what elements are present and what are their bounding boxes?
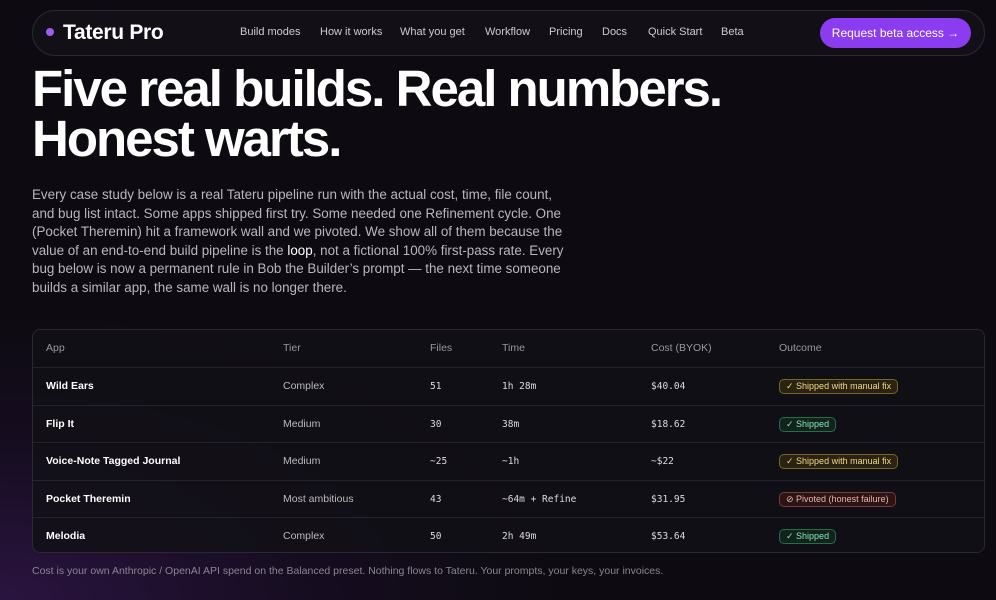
table-cell: Medium bbox=[283, 417, 321, 430]
nav-link[interactable]: How it works bbox=[320, 26, 383, 38]
nav-link[interactable]: Docs bbox=[602, 26, 628, 38]
table-row: Pocket Theremin Most ambitious 43 ~64m + Re… bbox=[33, 479, 984, 518]
table-cell: Medium bbox=[283, 455, 321, 467]
header-cell: Outcome bbox=[779, 342, 822, 354]
footnote: Cost is your own Anthropic / OpenAI API … bbox=[32, 565, 664, 577]
table-cell: 50 bbox=[430, 531, 442, 542]
table-cell: $53.64 bbox=[651, 531, 686, 542]
hero-title: Five real builds. Real numbers. Honest wa… bbox=[32, 63, 723, 167]
nav-link[interactable]: Pricing bbox=[549, 26, 583, 38]
table-cell: Flip It bbox=[46, 417, 74, 430]
nav-link[interactable]: Quick Start bbox=[648, 26, 703, 38]
table-cell: 51 bbox=[430, 381, 442, 392]
intro-emphasis: loop bbox=[287, 242, 313, 258]
nav-link[interactable]: Build modes bbox=[240, 26, 301, 38]
nav-link[interactable]: Workflow bbox=[485, 26, 531, 38]
header-cell: Files bbox=[430, 342, 453, 354]
table-cell: Pocket Theremin bbox=[46, 492, 131, 505]
intro-text: Every case study below is a real Tateru … bbox=[32, 186, 572, 297]
table-cell: 2h 49m bbox=[502, 531, 537, 542]
table-cell: 30 bbox=[430, 418, 442, 430]
table-cell: $31.95 bbox=[651, 493, 686, 505]
status-badge: ✓ Shipped bbox=[779, 529, 837, 544]
table-cell: Melodia bbox=[46, 530, 86, 542]
intro-part: , not a fictional 100% first-pass rate. … bbox=[32, 242, 564, 295]
header-cell: Tier bbox=[283, 342, 301, 354]
table-row: Flip It Medium 30 38m $18.62 ✓ Shipped bbox=[33, 404, 984, 443]
title-line: Five real builds. Real numbers. bbox=[32, 60, 723, 117]
table-cell: Wild Ears bbox=[46, 380, 94, 392]
header-cell: Time bbox=[502, 342, 525, 354]
table-cell: Voice-Note Tagged Journal bbox=[46, 455, 181, 467]
nav-bar: Tateru Pro Build modes How it works What… bbox=[32, 10, 985, 56]
table-cell: ~$22 bbox=[651, 456, 674, 467]
header-row: App Tier Files Time Cost (BYOK) Outcome bbox=[33, 330, 984, 367]
table-cell: Complex bbox=[283, 530, 325, 542]
table-cell: ~64m + Refine bbox=[502, 493, 577, 505]
status-badge: ✓ Shipped bbox=[779, 416, 837, 432]
nav-link[interactable]: What you get bbox=[400, 26, 465, 38]
header-cell: Cost (BYOK) bbox=[651, 342, 712, 354]
nav-link[interactable]: Beta bbox=[721, 26, 744, 38]
header-cell: App bbox=[46, 342, 65, 354]
status-badge: ✓ Shipped with manual fix bbox=[779, 379, 899, 394]
brand-dot bbox=[46, 28, 54, 36]
case-table: App Tier Files Time Cost (BYOK) Outcome … bbox=[32, 329, 985, 553]
table-row: Wild Ears Complex 51 1h 28m $40.04 ✓ Shipped … bbox=[33, 367, 984, 405]
title-line: Honest warts. bbox=[32, 110, 342, 167]
table-cell: $40.04 bbox=[651, 381, 686, 392]
table-row: Melodia Complex 50 2h 49m $53.64 ✓ Shipped bbox=[33, 517, 984, 552]
status-badge: ⊘ Pivoted (honest failure) bbox=[779, 491, 896, 507]
table-cell: Most ambitious bbox=[283, 492, 354, 505]
brand[interactable]: Tateru Pro bbox=[46, 21, 164, 45]
table-cell: 38m bbox=[502, 418, 520, 430]
table-cell: Complex bbox=[283, 380, 325, 392]
status-badge: ✓ Shipped with manual fix bbox=[779, 454, 899, 469]
intro-part: Every case study below is a real Tateru … bbox=[32, 187, 563, 258]
table-cell: 43 bbox=[430, 493, 442, 505]
table-cell: $18.62 bbox=[651, 418, 686, 430]
brand-text: Tateru Pro bbox=[63, 21, 164, 44]
table-cell: ~25 bbox=[430, 456, 448, 467]
table-cell: 1h 28m bbox=[502, 381, 537, 392]
cta-button[interactable]: Request beta access → bbox=[820, 18, 971, 48]
table-cell: ~1h bbox=[502, 456, 520, 467]
table-row: Voice-Note Tagged Journal Medium ~25 ~1h ~$2… bbox=[33, 442, 984, 480]
